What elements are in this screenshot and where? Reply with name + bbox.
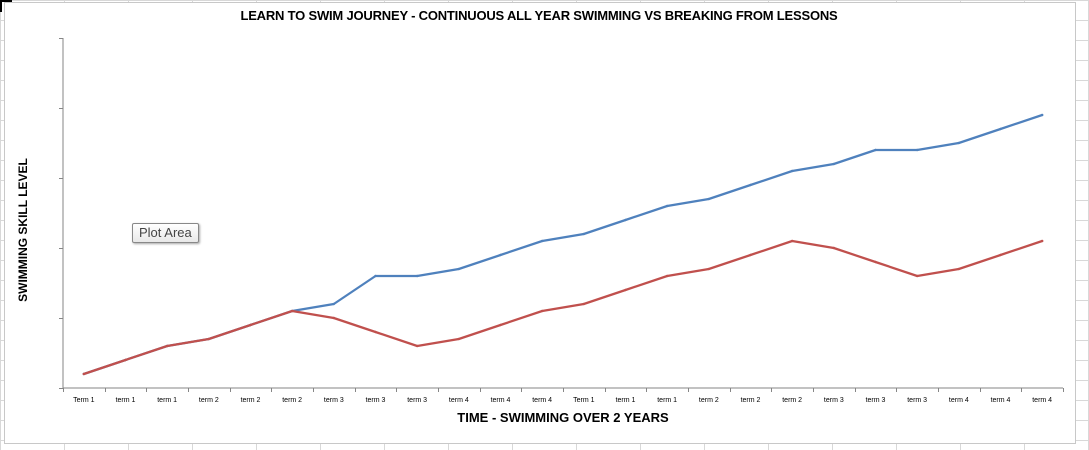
series-2-point (874, 260, 877, 264)
series-2-point (999, 253, 1002, 257)
x-tick-label: term 2 (241, 397, 261, 404)
series-1-point (499, 253, 502, 257)
x-tick-label: term 2 (741, 397, 761, 404)
x-tick-label: term 3 (907, 397, 927, 404)
series-2-point (1040, 239, 1044, 243)
series-1-point (874, 148, 877, 152)
series-2-point (82, 372, 86, 376)
series-1-point (915, 148, 919, 152)
x-axis-title[interactable]: TIME - SWIMMING OVER 2 YEARS (457, 410, 669, 425)
x-tick-label: term 1 (116, 397, 136, 404)
x-tick-label: term 3 (407, 397, 427, 404)
series-2-point (582, 302, 586, 306)
x-tick-label: term 3 (366, 397, 386, 404)
x-tick-label: term 2 (199, 397, 219, 404)
series-1-point (832, 162, 836, 166)
series-1-point (374, 274, 377, 278)
series-2-point (832, 246, 836, 250)
x-tick-label: Term 1 (573, 397, 595, 404)
x-tick-label: term 3 (824, 397, 844, 404)
series-2-point (665, 274, 669, 278)
series-2-point (457, 337, 461, 341)
chart-title[interactable]: LEARN TO SWIM JOURNEY - CONTINUOUS ALL Y… (240, 8, 838, 23)
series-2-point (290, 309, 294, 313)
series-1-point (957, 141, 961, 145)
series-1-point (582, 232, 586, 236)
x-tick-label: term 4 (1032, 397, 1052, 404)
x-tick-label: term 2 (782, 397, 802, 404)
series-1-point (540, 239, 544, 243)
series-2-point (707, 267, 711, 271)
series-2-point (374, 330, 377, 334)
x-tick-label: term 3 (324, 397, 344, 404)
series-2-point (499, 323, 502, 327)
series-2-point (124, 358, 127, 362)
series-1-point (457, 267, 461, 271)
series-2-point (165, 344, 169, 348)
series-1-point (707, 197, 711, 201)
series-2-point (957, 267, 961, 271)
series-line-1 (82, 113, 1044, 376)
cell-selection-corner (0, 0, 12, 12)
series-1-point (415, 274, 419, 278)
series-2-point (415, 344, 419, 348)
series-2-point (749, 253, 752, 257)
series-1-point (665, 204, 669, 208)
x-tick-label: term 1 (616, 397, 636, 404)
series-2-point (624, 288, 627, 292)
series-line-2 (82, 239, 1044, 376)
x-tick-label: term 4 (491, 397, 511, 404)
x-tick-label: term 4 (991, 397, 1011, 404)
x-tick-label: term 1 (657, 397, 677, 404)
series-1-point (1040, 113, 1044, 117)
x-tick-label: term 4 (449, 397, 469, 404)
x-tick-label: term 3 (866, 397, 886, 404)
series-2-point (207, 337, 211, 341)
x-tick-label: Term 1 (73, 397, 95, 404)
series-2-point (790, 239, 794, 243)
series-1-point (624, 218, 627, 222)
series-2-point (332, 316, 336, 320)
x-tick-label: term 1 (157, 397, 177, 404)
x-tick-label: term 4 (532, 397, 552, 404)
series-1-point (999, 127, 1002, 131)
series-1-point (790, 169, 794, 173)
x-tick-label: term 2 (699, 397, 719, 404)
series-2-point (915, 274, 919, 278)
series-1-point (332, 302, 336, 306)
x-tick-label: term 4 (949, 397, 969, 404)
x-tick-label: term 2 (282, 397, 302, 404)
series-1-point (749, 183, 752, 187)
plot-area-tooltip: Plot Area (132, 223, 199, 243)
series-2-point (540, 309, 544, 313)
series-2-point (249, 323, 252, 327)
